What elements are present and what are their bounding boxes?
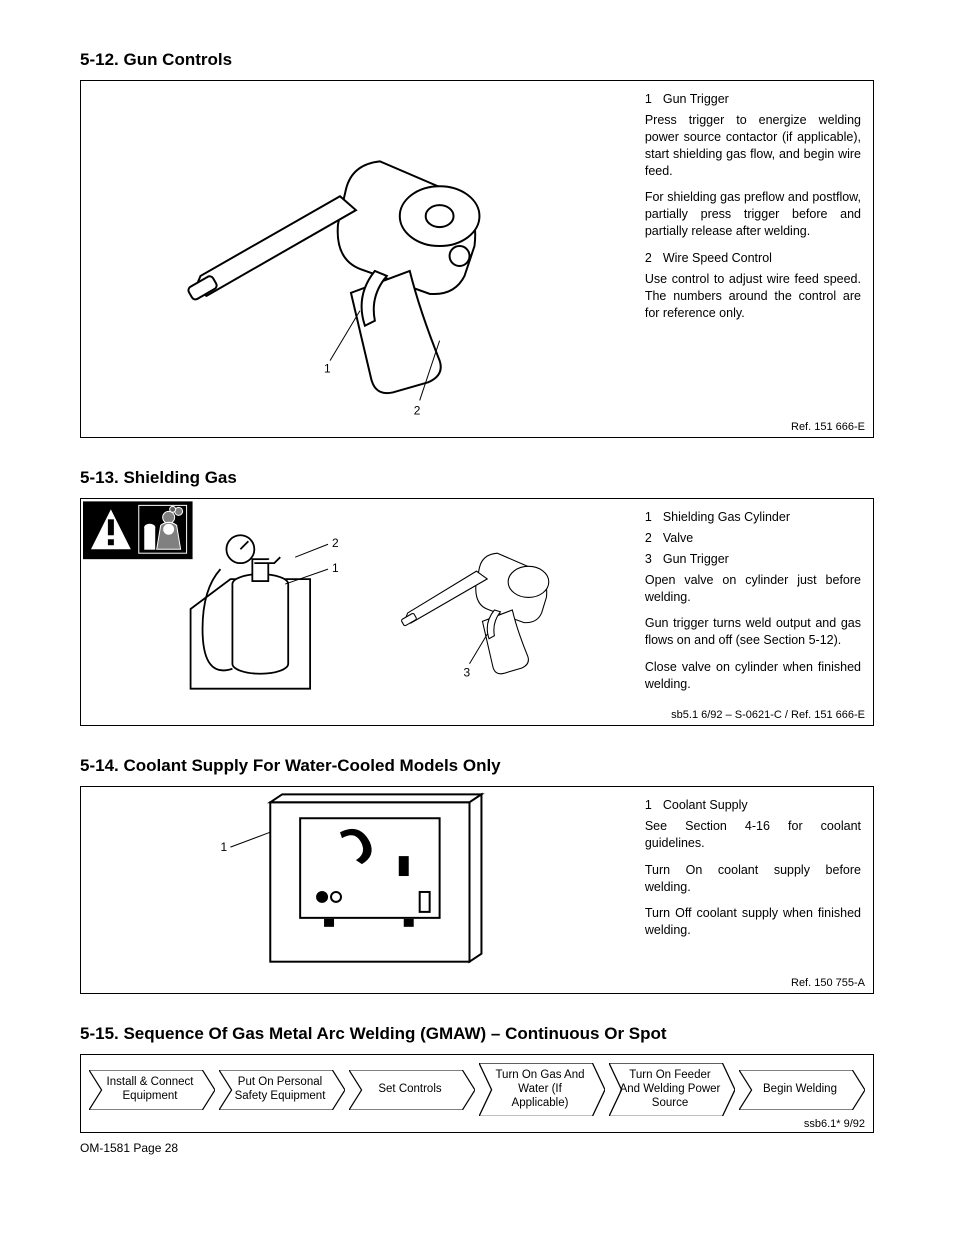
legend-label: Shielding Gas Cylinder [663, 510, 790, 524]
legend-label: Gun Trigger [663, 552, 729, 566]
legend-label: Wire Speed Control [663, 251, 772, 265]
para: Open valve on cylinder just before weldi… [645, 572, 861, 606]
callout-1: 1 [332, 561, 339, 575]
svg-text:!: ! [167, 525, 169, 534]
section-title-514: 5-14. Coolant Supply For Water-Cooled Mo… [80, 756, 874, 776]
legend-num: 2 [645, 250, 663, 267]
ref-512: Ref. 151 666-E [81, 421, 873, 437]
section-title-513: 5-13. Shielding Gas [80, 468, 874, 488]
para: Use control to adjust wire feed speed. T… [645, 271, 861, 322]
legend-label: Coolant Supply [663, 798, 748, 812]
panel-514: 1 1Coolant Supply See Section 4-16 for c… [80, 786, 874, 994]
callout-1: 1 [324, 362, 331, 376]
callout-1: 1 [220, 840, 227, 854]
legend-num: 1 [645, 91, 663, 108]
legend-num: 1 [645, 797, 663, 814]
ref-515: ssb6.1* 9/92 [89, 1118, 865, 1130]
coolant-illustration: 1 [81, 787, 639, 977]
para: Close valve on cylinder when finished we… [645, 659, 861, 693]
page-footer: OM-1581 Page 28 [80, 1141, 874, 1155]
para: Turn On coolant supply before welding. [645, 862, 861, 896]
legend-label: Valve [663, 531, 693, 545]
text-col-513: 1Shielding Gas Cylinder 2Valve 3Gun Trig… [639, 499, 873, 709]
shielding-gas-illustration: ! [81, 499, 639, 709]
para: Press trigger to energize welding power … [645, 112, 861, 180]
para: See Section 4-16 for coolant guidelines. [645, 818, 861, 852]
figure-512: 1 2 [81, 81, 639, 421]
section-title-515: 5-15. Sequence Of Gas Metal Arc Welding … [80, 1024, 874, 1044]
callout-2: 2 [414, 403, 421, 417]
flow-row: Install & Connect Equipment Put On Perso… [89, 1063, 865, 1116]
flow-step: Begin Welding [739, 1070, 865, 1110]
flow-step: Set Controls [349, 1070, 475, 1110]
ref-513: sb5.1 6/92 – S-0621-C / Ref. 151 666-E [81, 709, 873, 725]
callout-2: 2 [332, 536, 339, 550]
section-title-512: 5-12. Gun Controls [80, 50, 874, 70]
callout-3: 3 [464, 666, 471, 680]
panel-513: ! [80, 498, 874, 726]
gun-illustration: 1 2 [81, 81, 639, 421]
para: Turn Off coolant supply when finished we… [645, 905, 861, 939]
legend-num: 1 [645, 509, 663, 526]
para: For shielding gas preflow and postflow, … [645, 189, 861, 240]
figure-513: ! [81, 499, 639, 709]
legend-num: 3 [645, 551, 663, 568]
flow-step: Turn On Gas And Water (If Applicable) [479, 1063, 605, 1116]
ref-514: Ref. 150 755-A [81, 977, 873, 993]
panel-515: Install & Connect Equipment Put On Perso… [80, 1054, 874, 1133]
legend-num: 2 [645, 530, 663, 547]
panel-512: 1 2 1Gun Trigger Press trigger to energi… [80, 80, 874, 438]
figure-514: 1 [81, 787, 639, 977]
flow-step: Put On Personal Safety Equipment [219, 1070, 345, 1110]
text-col-514: 1Coolant Supply See Section 4-16 for coo… [639, 787, 873, 955]
flow-step: Turn On Feeder And Welding Power Source [609, 1063, 735, 1116]
text-col-512: 1Gun Trigger Press trigger to energize w… [639, 81, 873, 338]
flow-step: Install & Connect Equipment [89, 1070, 215, 1110]
legend-label: Gun Trigger [663, 92, 729, 106]
para: Gun trigger turns weld output and gas fl… [645, 615, 861, 649]
